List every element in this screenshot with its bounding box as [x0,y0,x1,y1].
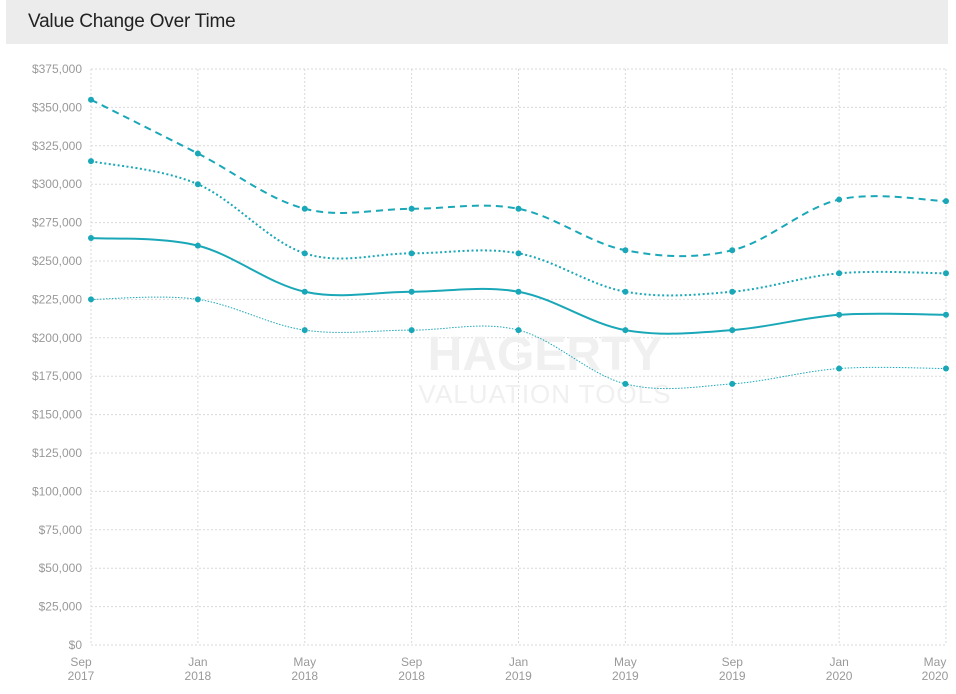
data-point[interactable] [301,288,308,295]
data-point[interactable] [836,365,843,372]
x-tick-month: Sep [722,655,744,669]
data-point[interactable] [408,205,415,212]
y-tick-label: $125,000 [32,446,82,460]
data-point[interactable] [943,311,949,318]
data-point[interactable] [88,234,94,241]
y-tick-label: $50,000 [39,561,83,575]
watermark-subtitle-text: VALUATION TOOLS [419,379,672,409]
x-tick-year: 2018 [398,669,425,683]
data-point[interactable] [729,288,736,295]
chart-header: Value Change Over Time [6,0,948,44]
data-point[interactable] [836,196,843,203]
data-point[interactable] [622,380,629,387]
x-tick-year: 2020 [826,669,853,683]
watermark-logo-text: HAGERTY [428,328,663,381]
x-tick-year: 2018 [291,669,318,683]
x-tick-year: 2019 [719,669,746,683]
x-tick-year: 2017 [68,669,95,683]
data-point[interactable] [408,250,415,257]
x-tick-month: Jan [509,655,528,669]
data-point[interactable] [408,327,415,334]
y-tick-label: $350,000 [32,100,82,114]
y-tick-label: $250,000 [32,254,82,268]
data-point[interactable] [88,158,94,165]
series-dashed [88,96,949,258]
series-group [88,96,949,390]
y-tick-label: $275,000 [32,216,82,230]
data-point[interactable] [88,96,94,103]
x-tick-month: Sep [401,655,423,669]
data-point[interactable] [622,247,629,254]
data-point[interactable] [194,150,201,157]
y-tick-label: $375,000 [32,62,82,76]
x-tick-month: May [614,655,637,669]
series-solid [88,234,949,335]
hagerty-watermark: HAGERTY VALUATION TOOLS [419,328,672,409]
x-tick-month: May [924,655,947,669]
data-point[interactable] [515,205,522,212]
data-point[interactable] [836,270,843,277]
y-tick-label: $0 [69,638,83,652]
x-tick-year: 2019 [505,669,532,683]
data-point[interactable] [408,288,415,295]
y-tick-label: $75,000 [39,523,83,537]
data-point[interactable] [515,250,522,257]
x-tick-year: 2018 [185,669,212,683]
x-tick-year: 2020 [922,669,949,683]
data-point[interactable] [836,311,843,318]
series-line [90,98,947,258]
data-point[interactable] [622,327,629,334]
x-tick-month: Jan [188,655,207,669]
data-point[interactable] [622,288,629,295]
data-point[interactable] [515,288,522,295]
y-tick-label: $175,000 [32,369,82,383]
series-dotted [88,158,949,297]
x-axis-ticks: Sep2017Jan2018May2018Sep2018Jan2019May20… [68,655,949,683]
series-line [90,160,947,297]
data-point[interactable] [194,296,201,303]
data-point[interactable] [943,270,949,277]
x-tick-year: 2019 [612,669,639,683]
y-axis-ticks: $0 $25,000 $50,000 $75,000 $100,000 $125,000 $… [32,62,82,652]
y-tick-label: $100,000 [32,484,82,498]
chart-title: Value Change Over Time [28,11,236,32]
data-point[interactable] [729,247,736,254]
data-point[interactable] [943,365,949,372]
data-point[interactable] [301,205,308,212]
series-thin-dotted [88,296,949,390]
x-tick-month: Jan [829,655,848,669]
x-tick-month: May [293,655,316,669]
data-point[interactable] [88,296,94,303]
x-tick-month: Sep [70,655,92,669]
data-point[interactable] [515,327,522,334]
data-point[interactable] [729,380,736,387]
y-tick-label: $150,000 [32,408,82,422]
data-point[interactable] [194,242,201,249]
y-tick-label: $300,000 [32,177,82,191]
data-point[interactable] [301,250,308,257]
y-tick-label: $200,000 [32,331,82,345]
data-point[interactable] [729,327,736,334]
data-point[interactable] [301,327,308,334]
chart-grid [90,68,947,646]
y-tick-label: $25,000 [39,600,83,614]
y-tick-label: $325,000 [32,139,82,153]
data-point[interactable] [943,198,949,205]
data-point[interactable] [194,181,201,188]
y-tick-label: $225,000 [32,292,82,306]
